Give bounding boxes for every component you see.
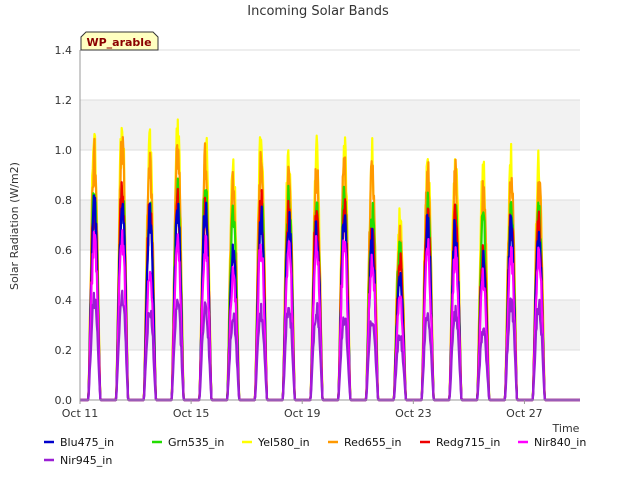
grid-band [80,350,580,400]
x-tick-label: Oct 27 [506,407,543,420]
y-tick-label: 0.6 [55,244,73,257]
axes [79,50,580,401]
x-tick-label: Oct 11 [62,407,99,420]
y-tick-label: 0.8 [55,194,73,207]
y-tick-label: 0.2 [55,344,73,357]
station-badge-box [80,31,159,51]
legend-label: Blu475_in [60,436,114,449]
legend-label: Red655_in [344,436,401,449]
y-tick-label: 1.4 [55,44,73,57]
y-axis-label: Solar Radiation (W/m2) [8,162,21,290]
x-tick-label: Oct 23 [395,407,432,420]
y-tick-label: 0.0 [55,394,73,407]
x-tick-label: Oct 15 [173,407,210,420]
grid-band [80,150,580,200]
grid-band [80,250,580,300]
x-axis-label: Time [552,422,580,435]
grid-band [80,200,580,250]
y-tick-label: 1.0 [55,144,73,157]
legend-label: Grn535_in [168,436,224,449]
legend-label: Nir840_in [534,436,586,449]
legend-label: Nir945_in [60,454,112,467]
y-tick-label: 0.4 [55,294,73,307]
grid-band [80,300,580,350]
legend-label: Yel580_in [257,436,310,449]
plot-background [80,50,580,400]
y-tick-label: 1.2 [55,94,73,107]
y-tick-labels: 0.0 0.2 0.4 0.6 0.8 1.0 1.2 1.4 [55,44,73,407]
station-badge: WP_arable [80,31,159,51]
grid-band [80,50,580,100]
legend-label: Redg715_in [436,436,500,449]
chart-title: Incoming Solar Bands [247,4,389,19]
x-tick-label: Oct 19 [284,407,321,420]
station-badge-label: WP_arable [86,36,151,49]
x-tick-labels: Oct 11 Oct 15 Oct 19 Oct 23 Oct 27 [62,400,543,420]
grid-band [80,100,580,150]
legend: Blu475_in Grn535_in Yel580_in Red655_in Redg… [44,436,586,467]
